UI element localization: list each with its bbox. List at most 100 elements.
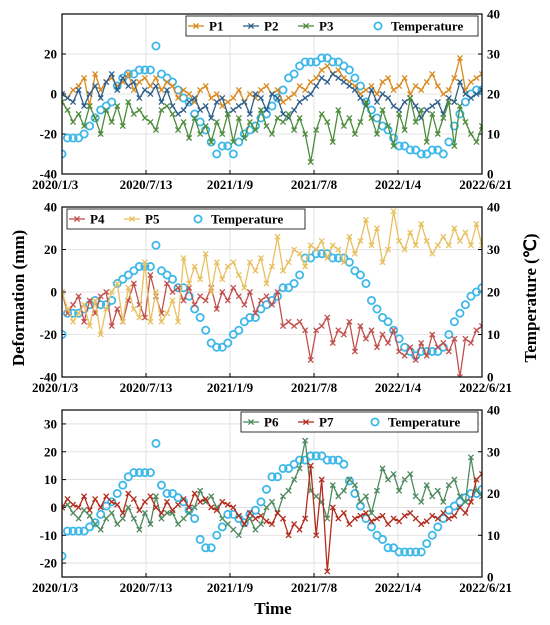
panel3-temperature-point [273,472,283,482]
panel1-p1-point [324,62,331,70]
panel3-p7-point [440,509,447,517]
panel3-p7-point [324,568,331,575]
panel3-legend-label-p6: P6 [264,415,279,430]
panel2-p4-point [318,322,325,330]
panel3-p6-point [451,476,458,483]
panel1-p1-point [246,90,253,98]
panel2-p5-point [180,254,187,262]
panel1-legend-label-temperature: Temperature [391,19,463,34]
panel1-p1-point [197,86,204,94]
panel2-p4-point [418,339,425,347]
panel1-p2-point [467,94,475,102]
panel2-temperature-point [118,274,128,284]
panel1-p3-point [445,98,452,106]
panel3-p7-point [208,504,215,511]
panel3-p7-point [434,515,441,522]
panel3-p7-point [313,532,320,539]
panel3-temperature-point [63,526,73,536]
panel1-p3-point [230,138,237,146]
panel2-temperature-point [444,329,454,339]
panel3-temperature-point [284,463,294,473]
panel3-p7-point [69,501,77,508]
panel1-p1-point [434,82,441,90]
panel1-p3-point [351,130,358,138]
panel1-p2-point [279,110,287,118]
panel1-p1-point [263,82,270,90]
panel3-temperature-point [438,514,448,524]
panel1-p2-point [313,82,320,90]
panel1-p1-point [213,90,220,98]
panel3-p7-point [412,515,419,522]
panel2-y2-tick-label: 20 [487,285,500,300]
panel1-p2-point [169,102,176,110]
panel1-x-tick-label: 2022/1/4 [375,177,422,192]
panel1-p3-point [208,138,215,146]
panel3-p6-point [429,493,436,500]
panel2-p5-point [263,280,270,287]
panel1-p2-point [86,90,93,98]
panel2-temperature-point [151,240,161,250]
panel2-p5-point [86,322,93,330]
panel1-p2-point [136,94,143,102]
panel3-legend-marker-p6 [247,418,255,426]
panel2-temperature-point [344,257,354,267]
panel3-p7-point [213,507,220,514]
panel3-temperature-point [162,488,172,498]
panel1-p2-point [274,94,281,102]
panel1-temperature-point [234,137,244,147]
panel3-frame [61,409,483,578]
panel1-p1-point [307,78,314,86]
panel1-y-tick-label: 20 [44,47,57,62]
panel3-temperature-point [455,497,465,507]
panel1-p2-point [379,90,386,98]
panel3-p7-point [224,501,231,508]
panel1-p1-point [390,86,397,94]
panel2-p4-point [241,301,248,308]
chart-panel3: 2020/1/3 2020/7/13 2021/1/9 2021/7/8 2022/1/… [32,403,512,596]
panel3-p6-point [75,515,82,522]
panel2-y2-tick-label: 0 [487,370,494,385]
panel1-p2-point [152,82,160,90]
panel2-p5-point [92,297,99,304]
panel2-p4-point [390,327,397,334]
panel2-p4-point [169,288,176,296]
panel2-temperature-point [372,304,382,314]
panel3-temperature-point [96,509,106,519]
panel3-p7-point [456,504,463,511]
panel2-p4-point [180,297,187,304]
panel1-p3-point [279,118,287,126]
panel3-p6-point [197,487,204,494]
panel2-p5-point [213,259,220,266]
panel2-p4-point [263,293,270,300]
panel1-p3-point [252,126,259,134]
panel2-p5-point [274,233,281,240]
panel2-legend-marker-temperature [193,214,203,224]
panel1-p2-point [296,98,303,106]
panel2-p5-point [407,229,414,236]
panel3-p7-point [274,509,281,517]
panel3-p6-point [263,504,270,511]
panel1-p3-point [440,114,447,122]
panel2-temperature-point [289,278,299,288]
panel3-p7-point [103,493,110,500]
panel1-temperature-point [300,57,310,67]
panel1-p2-point [373,98,381,106]
panel2-p5-point [219,276,226,283]
panel2-p5-point [423,237,430,245]
panel3-p6-point [384,476,392,483]
panel2-p5-point [390,208,397,215]
panel2-p5-point [202,250,209,257]
panel3-temperature-point [295,455,305,465]
panel3-temperature-point [278,463,288,473]
panel1-p3-point [136,106,143,114]
panel1-p3-point [401,126,408,134]
panel3-p7-point [302,515,309,522]
panel3-p7-point [119,509,126,517]
panel2-p5-point [451,225,458,232]
panel3-y-tick-label: -20 [40,556,57,571]
panel2-p5-point [108,288,115,296]
panel3-p6-point [296,465,303,472]
panel1-temperature-point [405,145,415,155]
panel1-temperature-point [350,73,360,83]
panel3-temperature-point [322,455,332,465]
